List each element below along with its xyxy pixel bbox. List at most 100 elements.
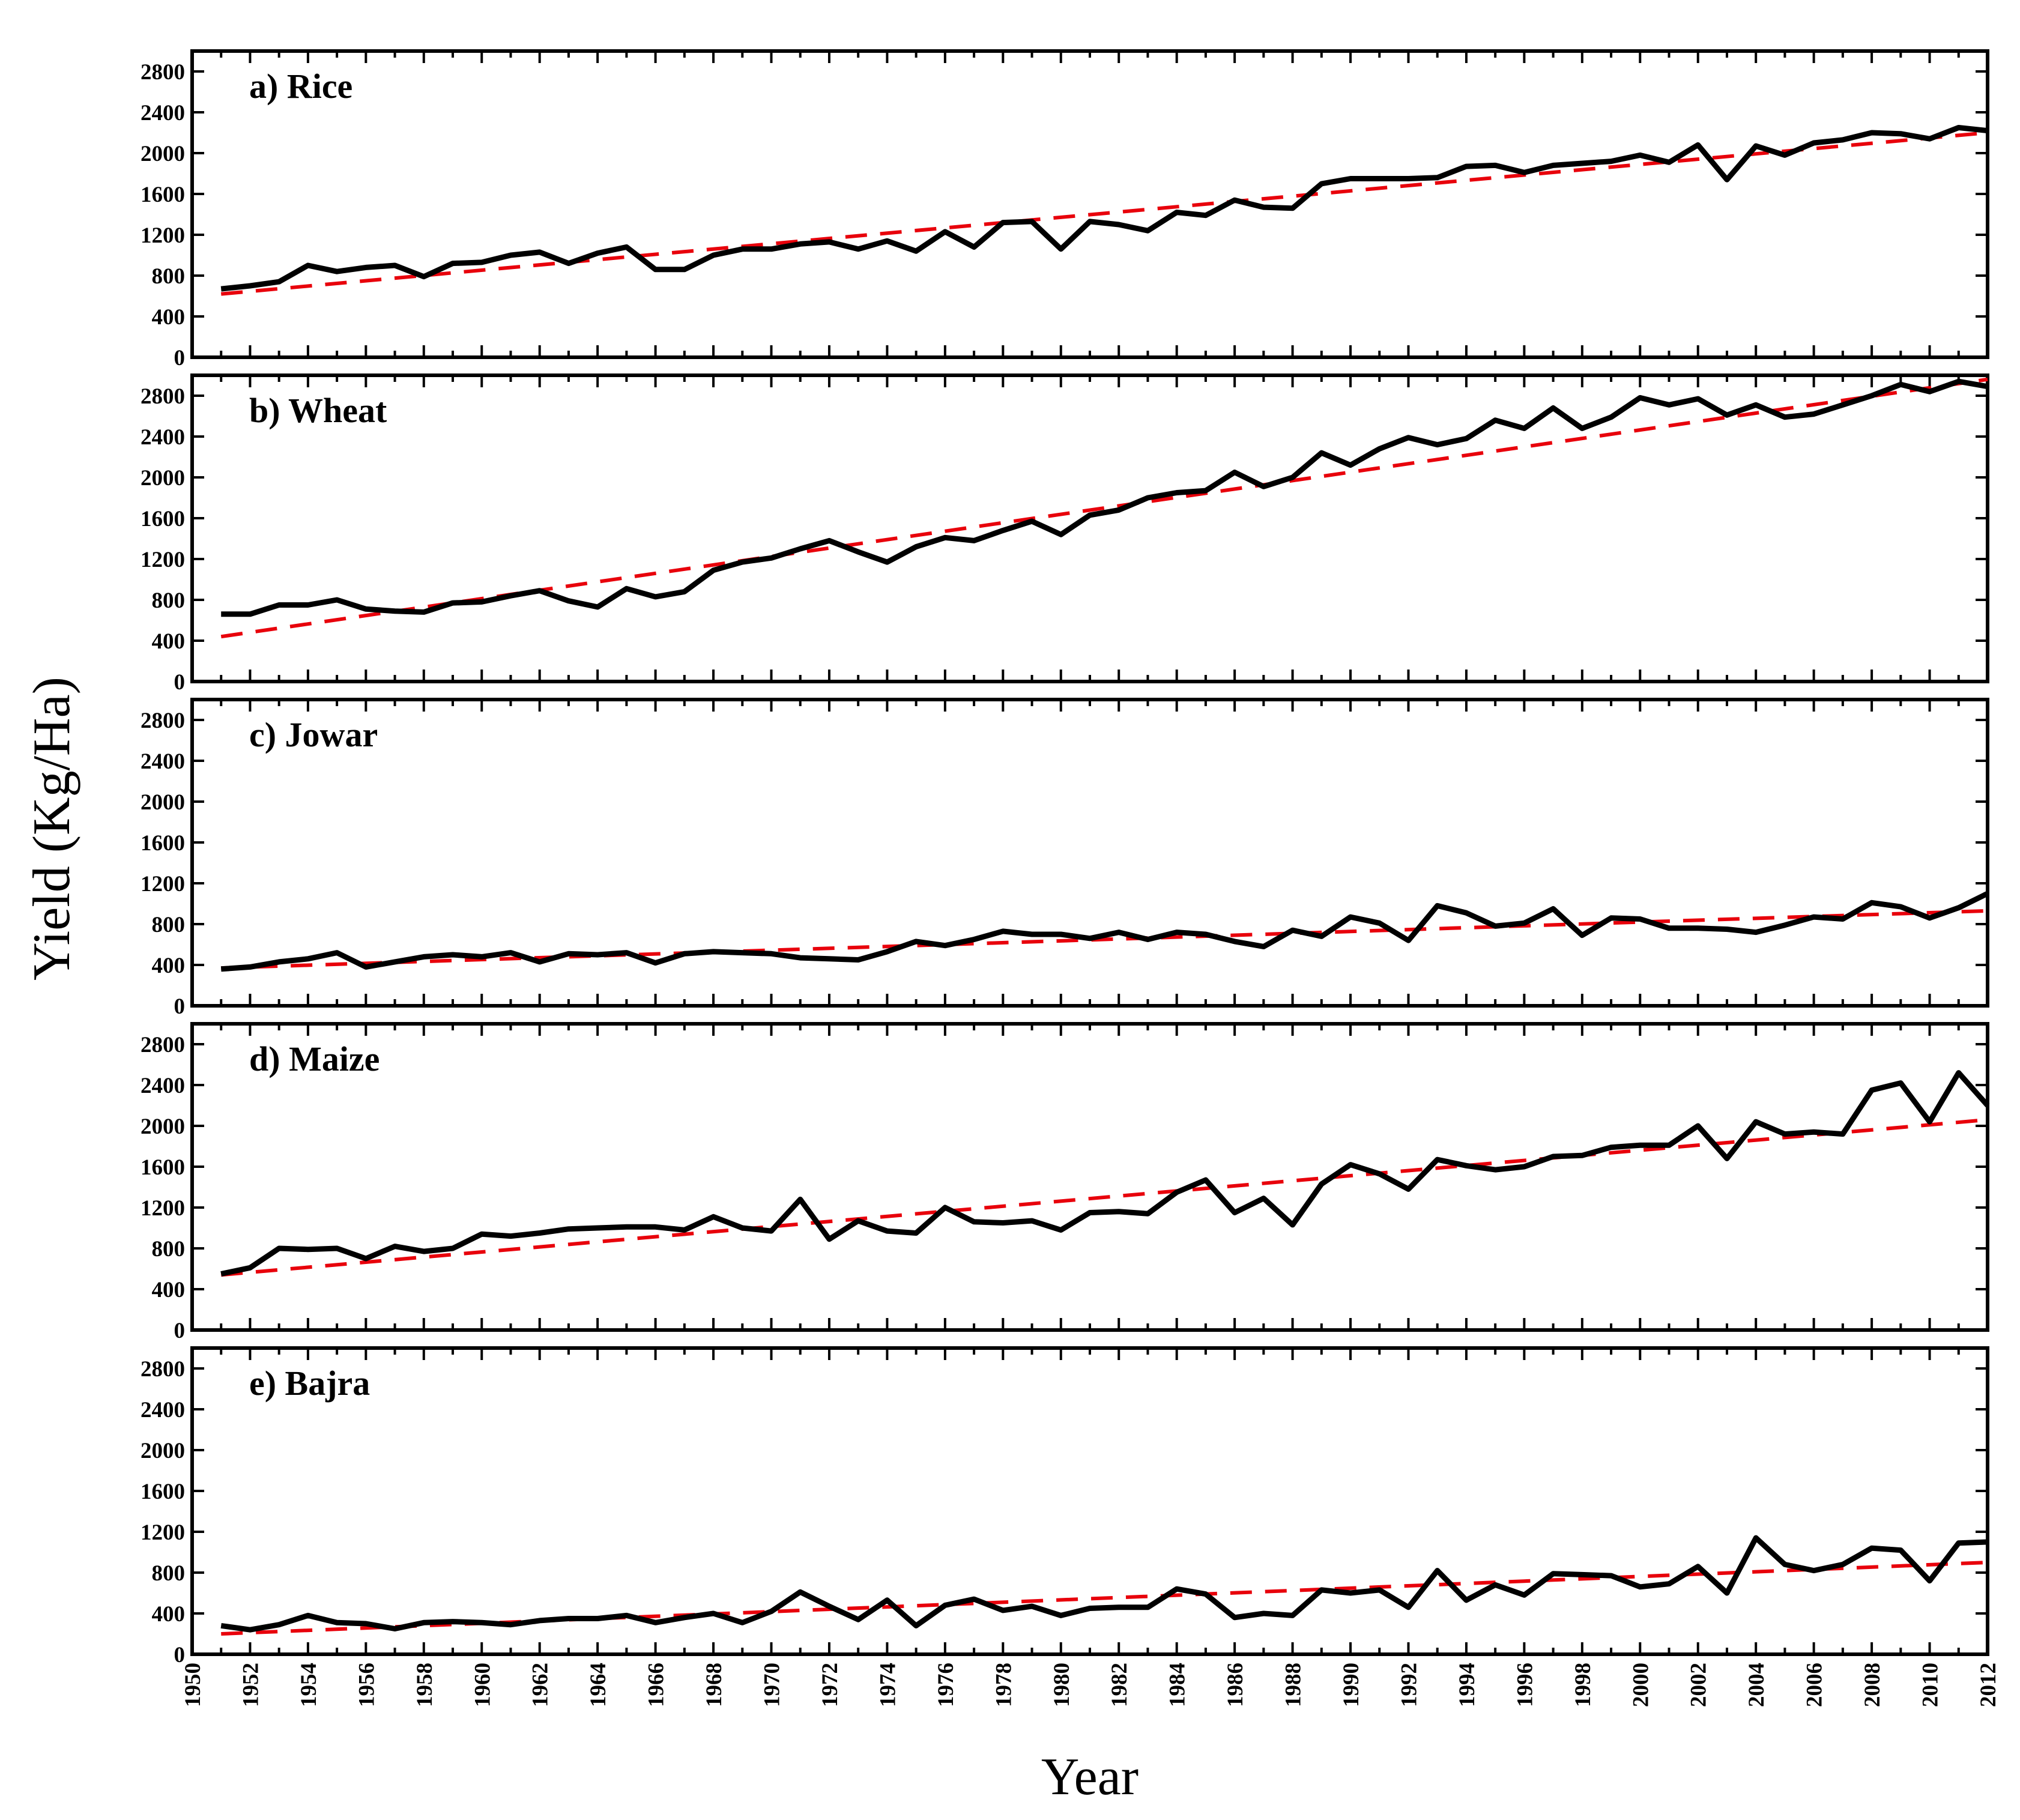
x-tick-label: 1974: [875, 1663, 900, 1707]
x-tick-label: 2000: [1628, 1663, 1653, 1707]
x-tick-label: 1982: [1107, 1663, 1132, 1707]
y-tick-label: 2400: [141, 749, 185, 774]
x-tick-label: 2010: [1919, 1663, 1943, 1707]
x-tick-label: 2006: [1803, 1663, 1827, 1707]
yield-line: [221, 378, 1988, 617]
y-axis-title: Yield (Kg/Ha): [23, 677, 81, 981]
panel-frame: [190, 1022, 1989, 1332]
panel-title: c) Jowar: [249, 715, 378, 754]
panel: 0 400 800 1200 1600 2000 2400 2800 c) Jowar: [141, 698, 1989, 1019]
panel-title: b) Wheat: [249, 391, 387, 430]
panel-title: a) Rice: [249, 67, 352, 106]
panel-frame: [190, 49, 1989, 359]
x-tick-label: 1956: [354, 1663, 379, 1707]
y-tick-label: 1200: [141, 223, 185, 248]
x-tick-label: 1978: [991, 1663, 1016, 1707]
x-tick-label: 2012: [1976, 1663, 2001, 1707]
y-tick-label: 1200: [141, 1520, 185, 1545]
x-tick-label: 1962: [528, 1663, 553, 1707]
x-tick-label: 2008: [1860, 1663, 1885, 1707]
y-tick-label: 2400: [141, 425, 185, 450]
y-tick-label: 800: [152, 588, 186, 613]
x-tick-label: 1950: [181, 1663, 205, 1707]
y-tick-label: 1600: [141, 1480, 185, 1504]
y-tick-label: 0: [174, 1319, 186, 1343]
y-tick-label: 1200: [141, 1196, 185, 1221]
x-tick-label: 1972: [818, 1663, 842, 1707]
y-tick-label: 800: [152, 264, 186, 289]
y-tick-label: 2800: [141, 384, 185, 409]
y-tick-label: 2000: [141, 466, 185, 491]
y-tick-label: 1600: [141, 507, 185, 531]
x-tick-label: 2004: [1744, 1663, 1769, 1707]
x-tick-label: 1964: [586, 1663, 611, 1707]
x-tick-label: 1970: [760, 1663, 785, 1707]
y-tick-label: 2000: [141, 142, 185, 166]
x-tick-label: 1980: [1050, 1663, 1074, 1707]
y-tick-label: 2400: [141, 1398, 185, 1422]
panel: 0 400 800 1200 1600 2000 2400 2800 b) Wheat: [141, 373, 1989, 695]
x-tick-label: 1958: [413, 1663, 437, 1707]
x-tick-label: 1984: [1166, 1663, 1190, 1707]
yield-line: [220, 1070, 1990, 1277]
x-tick-label: 1986: [1223, 1663, 1248, 1707]
x-tick-label: 1954: [297, 1663, 321, 1707]
yield-line: [220, 125, 1988, 292]
x-tick-label: 1968: [702, 1663, 727, 1707]
y-tick-label: 0: [174, 346, 186, 370]
panel: 0 400 800 1200 1600 2000 2400 2800 e) Bajra: [141, 1346, 1989, 1667]
x-axis-title: Year: [1041, 1748, 1139, 1806]
y-tick-label: 2000: [141, 1114, 185, 1139]
chart-panels: 0 400 800 1200 1600 2000 2400 2800 a) Rice 0 400 80…: [141, 49, 1990, 1667]
trend-line: [221, 908, 1988, 970]
y-tick-label: 0: [174, 1643, 186, 1667]
yield-line: [220, 890, 1989, 972]
y-tick-label: 2800: [141, 1033, 185, 1057]
x-tick-label: 1952: [239, 1663, 264, 1707]
x-tick-label: 1992: [1397, 1663, 1422, 1707]
panel-title: d) Maize: [249, 1039, 380, 1078]
x-tick-label: 1960: [470, 1663, 495, 1707]
y-tick-label: 2000: [141, 790, 185, 815]
x-tick-label: 1966: [644, 1663, 669, 1707]
x-tick-label: 1994: [1455, 1663, 1480, 1707]
panel: 0 400 800 1200 1600 2000 2400 2800 d) Maize: [141, 1022, 1990, 1343]
panel: 0 400 800 1200 1600 2000 2400 2800 a) Rice: [141, 49, 1989, 370]
y-tick-label: 2400: [141, 101, 185, 125]
x-tick-label: 1996: [1513, 1663, 1537, 1707]
trend-line: [220, 131, 1988, 296]
y-tick-label: 400: [152, 1278, 186, 1302]
trend-line: [220, 377, 1988, 639]
y-tick-label: 2800: [141, 1357, 185, 1382]
y-tick-label: 0: [174, 994, 186, 1019]
panel-frame: [190, 698, 1989, 1008]
panel-title: e) Bajra: [249, 1364, 370, 1403]
y-tick-label: 1600: [141, 183, 185, 207]
y-tick-label: 2800: [141, 60, 185, 85]
x-tick-label: 2002: [1687, 1663, 1711, 1707]
y-tick-label: 0: [174, 670, 186, 695]
y-tick-label: 800: [152, 913, 186, 937]
y-tick-label: 2400: [141, 1074, 185, 1098]
y-tick-label: 800: [152, 1561, 186, 1586]
y-tick-label: 800: [152, 1237, 186, 1262]
y-tick-label: 2000: [141, 1439, 185, 1463]
y-tick-label: 1600: [141, 831, 185, 856]
x-tick-label: 1988: [1281, 1663, 1306, 1707]
y-tick-label: 2800: [141, 709, 185, 733]
trend-line: [220, 1117, 1988, 1277]
y-tick-label: 1200: [141, 548, 185, 572]
panel-frame: [190, 373, 1989, 683]
y-tick-label: 400: [152, 954, 186, 978]
y-tick-label: 400: [152, 305, 186, 330]
x-tick-label: 1976: [934, 1663, 958, 1707]
y-tick-label: 1600: [141, 1155, 185, 1180]
x-axis: 1950 1952 1954 1956 1958 1960 1962 1964 1966 1968…: [181, 1663, 2001, 1707]
x-tick-label: 1998: [1571, 1663, 1595, 1707]
yield-line: [220, 1535, 1988, 1633]
x-tick-label: 1990: [1339, 1663, 1364, 1707]
y-tick-label: 400: [152, 1602, 186, 1627]
y-tick-label: 1200: [141, 872, 185, 896]
y-tick-label: 400: [152, 629, 186, 654]
